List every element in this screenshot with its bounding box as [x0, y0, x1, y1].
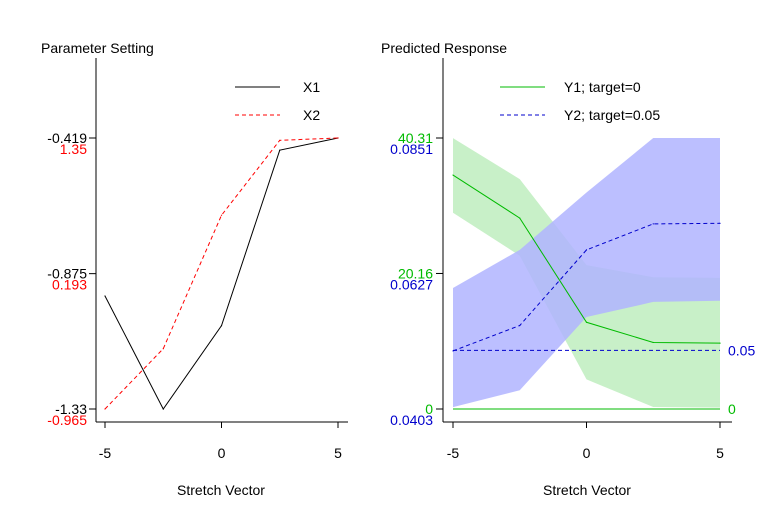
left-y-tick-label-x2: 0.193 [52, 276, 87, 292]
data-point-y2 [519, 324, 521, 327]
data-point-x2 [104, 408, 106, 410]
left-y-tick-label-x1: -0.419 [47, 130, 87, 146]
data-point-x1 [220, 325, 223, 327]
data-point-y1 [585, 321, 588, 323]
data-point-y2 [585, 249, 588, 251]
left-x-axis-label: Stretch Vector [177, 482, 265, 498]
series-line-y2 [452, 222, 721, 352]
right-y-tick-label-y1: 40.31 [398, 130, 433, 146]
target-label-y2: 0.05 [728, 342, 755, 358]
data-point-y2 [719, 222, 721, 224]
right-panel-title: Predicted Response [381, 40, 507, 56]
data-point-x2 [220, 214, 223, 216]
data-point-x1 [162, 408, 164, 410]
right-y-tick-label-y2: 0.0627 [390, 277, 433, 293]
left-y-tick-label-x1: -1.33 [55, 401, 87, 417]
left-panel-title: Parameter Setting [41, 40, 154, 56]
legend-label-y1: Y1; target=0 [564, 79, 641, 95]
data-point-y2 [652, 223, 654, 225]
confidence-band-y2 [453, 138, 720, 408]
right-x-axis-label: Stretch Vector [543, 482, 631, 498]
right-y-tick-label-y1: 0 [425, 401, 433, 417]
data-point-y1 [519, 217, 521, 219]
data-point-y1 [652, 341, 654, 344]
target-label-y1: 0 [728, 401, 736, 417]
data-point-y1 [452, 174, 454, 176]
data-point-y1 [719, 342, 721, 344]
legend-label-x2: X2 [303, 107, 320, 123]
right-y-tick-label-y1: 20.16 [398, 265, 433, 281]
left-y-tick-label-x1: -0.875 [47, 266, 87, 282]
left-y-tick-label-x2: 1.35 [60, 141, 87, 157]
legend-label-x1: X1 [303, 79, 320, 95]
series-line-x2 [104, 137, 339, 410]
right-x-tick-label: 5 [716, 445, 724, 461]
left-x-tick-label: -5 [99, 445, 112, 461]
data-point-x2 [337, 137, 339, 139]
left-x-tick-label: 5 [334, 445, 342, 461]
right-y-tick-label-y2: 0.0403 [390, 412, 433, 428]
right-x-tick-label: -5 [447, 445, 460, 461]
data-point-x1 [279, 149, 281, 151]
left-y-tick-label-x2: -0.965 [47, 412, 87, 428]
series-line-x1 [104, 137, 339, 410]
right-y-tick-label-y2: 0.0851 [390, 141, 433, 157]
data-point-x2 [162, 348, 164, 350]
data-point-x1 [104, 295, 106, 297]
legend-label-y2: Y2; target=0.05 [564, 107, 660, 123]
data-point-x2 [279, 139, 281, 141]
left-x-tick-label: 0 [218, 445, 226, 461]
right-x-tick-label: 0 [583, 445, 591, 461]
